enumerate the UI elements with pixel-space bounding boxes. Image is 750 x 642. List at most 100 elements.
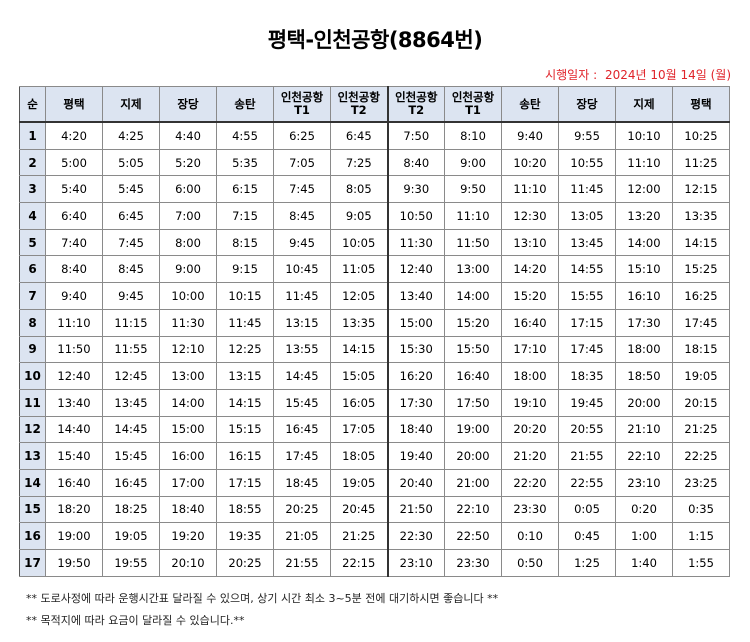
effective-date: 시행일자 : 2024년 10월 14일 (월) bbox=[541, 66, 731, 83]
time-cell: 11:30 bbox=[387, 228, 445, 257]
time-cell: 14:00 bbox=[444, 282, 502, 310]
time-cell: 13:05 bbox=[558, 202, 616, 230]
note-road-conditions: ** 도로사정에 따라 운행시간표 달라질 수 있으며, 상기 시간 최소 3~… bbox=[26, 592, 499, 605]
effective-date-label: 시행일자 : bbox=[545, 68, 598, 82]
time-cell: 23:30 bbox=[444, 549, 502, 577]
time-cell: 20:20 bbox=[501, 415, 559, 444]
col-header-airport-t2-arrival: 인천공항 T2 bbox=[330, 86, 389, 123]
time-cell: 18:05 bbox=[330, 442, 389, 470]
time-cell: 17:45 bbox=[558, 335, 616, 364]
time-cell: 16:45 bbox=[273, 415, 331, 444]
time-cell: 20:10 bbox=[159, 549, 217, 577]
time-cell: 11:30 bbox=[159, 308, 217, 337]
time-cell: 1:55 bbox=[672, 549, 730, 577]
time-cell: 12:05 bbox=[330, 282, 389, 310]
time-cell: 16:45 bbox=[102, 468, 160, 497]
time-cell: 0:05 bbox=[558, 495, 616, 524]
time-cell: 15:00 bbox=[387, 308, 445, 337]
time-cell: 11:50 bbox=[45, 335, 103, 364]
effective-date-value: 2024년 10월 14일 (월) bbox=[604, 68, 731, 82]
time-cell: 12:10 bbox=[159, 335, 217, 364]
time-cell: 6:45 bbox=[102, 202, 160, 230]
table-row: 12 14:40 14:45 15:00 15:15 16:45 17:05 18:40 19:… bbox=[19, 415, 730, 444]
time-cell: 21:00 bbox=[444, 468, 502, 497]
time-cell: 8:05 bbox=[330, 175, 389, 204]
time-cell: 10:55 bbox=[558, 148, 616, 177]
time-cell: 21:10 bbox=[615, 415, 673, 444]
time-cell: 9:50 bbox=[444, 175, 502, 204]
time-cell: 13:35 bbox=[330, 308, 389, 337]
time-cell: 13:35 bbox=[672, 202, 730, 230]
time-cell: 20:15 bbox=[672, 388, 730, 417]
time-cell: 10:00 bbox=[159, 282, 217, 310]
time-cell: 11:45 bbox=[273, 282, 331, 310]
time-cell: 8:40 bbox=[45, 255, 103, 284]
time-cell: 1:15 bbox=[672, 522, 730, 550]
time-cell: 11:45 bbox=[558, 175, 616, 204]
time-cell: 17:45 bbox=[273, 442, 331, 470]
time-cell: 13:15 bbox=[216, 362, 274, 390]
time-cell: 14:40 bbox=[45, 415, 103, 444]
col-header-airport-t1-departure: 인천공항 T1 bbox=[444, 86, 502, 123]
time-cell: 18:55 bbox=[216, 495, 274, 524]
time-cell: 7:40 bbox=[45, 228, 103, 257]
time-cell: 18:35 bbox=[558, 362, 616, 390]
time-cell: 18:40 bbox=[387, 415, 445, 444]
time-cell: 22:30 bbox=[387, 522, 445, 550]
time-cell: 21:05 bbox=[273, 522, 331, 550]
time-cell: 5:45 bbox=[102, 175, 160, 204]
table-row: 1 4:20 4:25 4:40 4:55 6:25 6:45 7:50 8:10 9:40 9:5… bbox=[19, 121, 730, 150]
time-cell: 10:45 bbox=[273, 255, 331, 284]
time-cell: 15:45 bbox=[273, 388, 331, 417]
time-cell: 11:10 bbox=[501, 175, 559, 204]
table-row: 10 12:40 12:45 13:00 13:15 14:45 15:05 16:20 16:… bbox=[19, 362, 730, 390]
time-cell: 17:15 bbox=[558, 308, 616, 337]
row-number: 7 bbox=[19, 282, 46, 310]
time-cell: 17:50 bbox=[444, 388, 502, 417]
time-cell: 11:45 bbox=[216, 308, 274, 337]
time-cell: 7:05 bbox=[273, 148, 331, 177]
table-row: 6 8:40 8:45 9:00 9:15 10:45 11:05 12:40 13:00 14:… bbox=[19, 255, 730, 284]
time-cell: 15:50 bbox=[444, 335, 502, 364]
time-cell: 9:55 bbox=[558, 121, 616, 150]
time-cell: 14:20 bbox=[501, 255, 559, 284]
row-number: 5 bbox=[19, 228, 46, 257]
table-row: 5 7:40 7:45 8:00 8:15 9:45 10:05 11:30 11:50 13:1… bbox=[19, 228, 730, 257]
time-cell: 5:00 bbox=[45, 148, 103, 177]
time-cell: 6:15 bbox=[216, 175, 274, 204]
col-header-songtan-arrival: 송탄 bbox=[501, 86, 559, 123]
time-cell: 5:05 bbox=[102, 148, 160, 177]
time-cell: 19:45 bbox=[558, 388, 616, 417]
time-cell: 12:00 bbox=[615, 175, 673, 204]
time-cell: 1:25 bbox=[558, 549, 616, 577]
time-cell: 15:10 bbox=[615, 255, 673, 284]
time-cell: 4:40 bbox=[159, 121, 217, 150]
time-cell: 19:00 bbox=[444, 415, 502, 444]
time-cell: 15:40 bbox=[45, 442, 103, 470]
time-cell: 23:10 bbox=[387, 549, 445, 577]
time-cell: 7:45 bbox=[102, 228, 160, 257]
row-number: 3 bbox=[19, 175, 46, 204]
table-row: 16 19:00 19:05 19:20 19:35 21:05 21:25 22:30 22:… bbox=[19, 522, 730, 550]
time-cell: 12:40 bbox=[387, 255, 445, 284]
col-header-jangdang-arrival: 장당 bbox=[558, 86, 616, 123]
time-cell: 20:45 bbox=[330, 495, 389, 524]
time-cell: 16:05 bbox=[330, 388, 389, 417]
time-cell: 13:55 bbox=[273, 335, 331, 364]
time-cell: 22:10 bbox=[444, 495, 502, 524]
col-header-jije-departure: 지제 bbox=[102, 86, 160, 123]
time-cell: 15:00 bbox=[159, 415, 217, 444]
time-cell: 7:15 bbox=[216, 202, 274, 230]
time-cell: 16:25 bbox=[672, 282, 730, 310]
col-header-jije-arrival: 지제 bbox=[615, 86, 673, 123]
table-row: 17 19:50 19:55 20:10 20:25 21:55 22:15 23:10 23:… bbox=[19, 549, 730, 577]
time-cell: 7:00 bbox=[159, 202, 217, 230]
time-cell: 18:45 bbox=[273, 468, 331, 497]
table-row: 13 15:40 15:45 16:00 16:15 17:45 18:05 19:40 20:… bbox=[19, 442, 730, 470]
time-cell: 21:25 bbox=[330, 522, 389, 550]
time-cell: 7:25 bbox=[330, 148, 389, 177]
time-cell: 8:10 bbox=[444, 121, 502, 150]
time-cell: 22:55 bbox=[558, 468, 616, 497]
time-cell: 20:55 bbox=[558, 415, 616, 444]
row-number: 2 bbox=[19, 148, 46, 177]
